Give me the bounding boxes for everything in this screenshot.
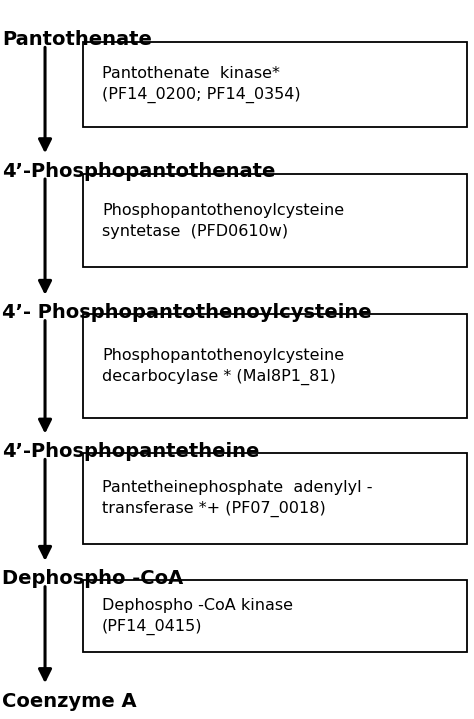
Bar — [83, 580, 467, 652]
Bar — [83, 174, 467, 267]
Bar — [83, 314, 467, 418]
Text: Pantothenate: Pantothenate — [2, 30, 152, 49]
Bar — [83, 453, 467, 544]
Text: 4’- Phosphopantothenoylcysteine: 4’- Phosphopantothenoylcysteine — [2, 303, 372, 322]
Text: Pantetheinephosphate  adenylyl -
transferase *+ (PF07_0018): Pantetheinephosphate adenylyl - transfer… — [102, 480, 373, 517]
Text: 4’-Phosphopantetheine: 4’-Phosphopantetheine — [2, 442, 260, 461]
Text: 4’-Phosphopantothenate: 4’-Phosphopantothenate — [2, 162, 276, 180]
Text: Dephospho -CoA: Dephospho -CoA — [2, 569, 183, 588]
Text: Pantothenate  kinase*
(PF14_0200; PF14_0354): Pantothenate kinase* (PF14_0200; PF14_03… — [102, 66, 301, 103]
Text: Coenzyme A: Coenzyme A — [2, 692, 137, 710]
Bar — [83, 42, 467, 127]
Text: Phosphopantothenoylcysteine
syntetase  (PFD0610w): Phosphopantothenoylcysteine syntetase (P… — [102, 203, 344, 239]
Text: Phosphopantothenoylcysteine
decarbocylase * (Mal8P1_81): Phosphopantothenoylcysteine decarbocylas… — [102, 348, 344, 385]
Text: Dephospho -CoA kinase
(PF14_0415): Dephospho -CoA kinase (PF14_0415) — [102, 597, 293, 635]
